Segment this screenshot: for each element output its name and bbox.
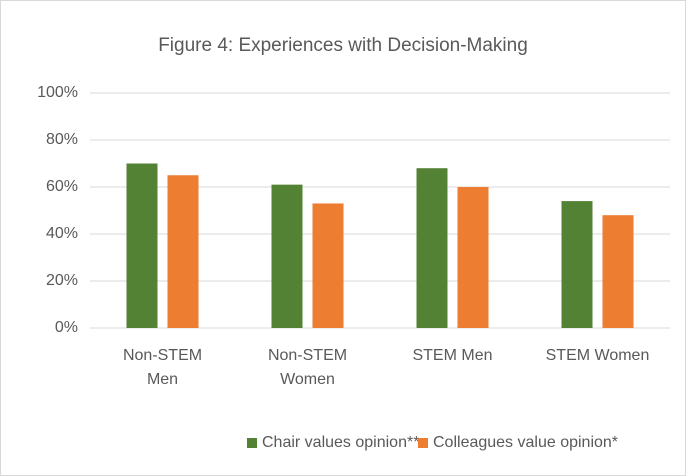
x-tick-line: Non-STEM	[268, 347, 347, 364]
x-tick-line: Non-STEM	[123, 347, 202, 364]
chart-title: Figure 4: Experiences with Decision-Maki…	[158, 35, 528, 56]
y-tick-label: 100%	[37, 84, 78, 101]
y-tick-label: 80%	[46, 131, 78, 148]
bar	[416, 168, 448, 328]
bar	[602, 215, 634, 328]
legend-swatch	[418, 438, 428, 448]
bar	[561, 201, 593, 328]
x-tick-label: STEM Men	[412, 347, 492, 364]
x-tick-label: Non-STEM Men	[123, 347, 202, 388]
bar	[126, 163, 158, 328]
legend-label: Chair values opinion**	[262, 434, 419, 451]
legend-swatch	[247, 438, 257, 448]
bar	[312, 203, 344, 328]
x-tick-label: Non-STEM Women	[268, 347, 347, 388]
bar	[271, 184, 303, 328]
bar	[457, 187, 489, 328]
x-tick-line: Women	[280, 371, 335, 388]
y-tick-label: 20%	[46, 272, 78, 289]
bar	[167, 175, 199, 328]
x-tick-label: STEM Women	[546, 347, 650, 364]
y-tick-label: 60%	[46, 178, 78, 195]
legend-label: Colleagues value opinion*	[433, 434, 618, 451]
x-tick-line: Men	[147, 371, 178, 388]
y-tick-label: 0%	[55, 319, 78, 336]
y-tick-label: 40%	[46, 225, 78, 242]
